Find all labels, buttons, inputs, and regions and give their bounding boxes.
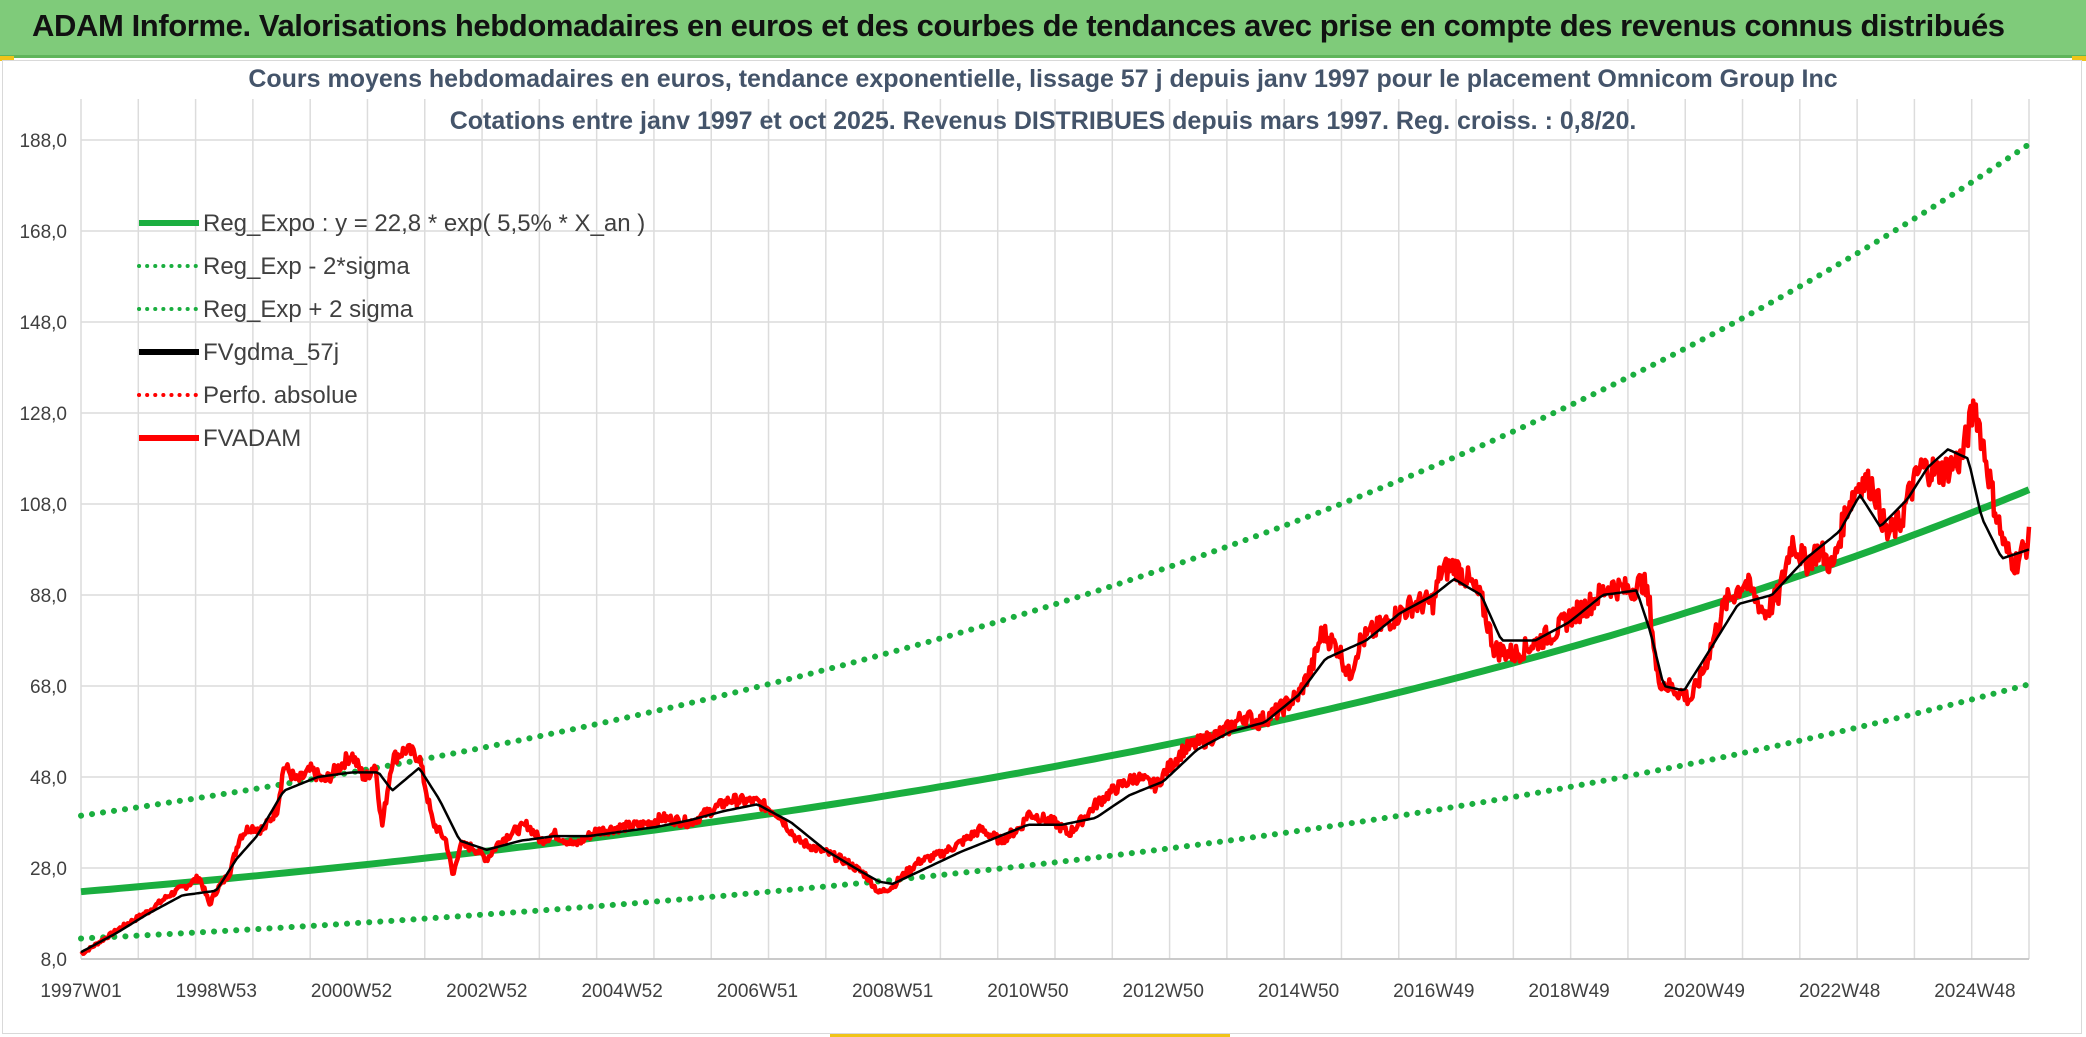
y-tick-label: 28,0 bbox=[30, 859, 67, 880]
x-tick-label: 2016W49 bbox=[1393, 981, 1474, 1002]
series-reg-plus-2sigma bbox=[78, 141, 2032, 819]
x-tick-label: 2002W52 bbox=[446, 981, 527, 1002]
x-tick-label: 1998W53 bbox=[176, 981, 257, 1002]
series-fvadam bbox=[79, 398, 2032, 957]
x-tick-label: 2012W50 bbox=[1123, 981, 1204, 1002]
legend: Reg_Expo : y = 22,8 * exp( 5,5% * X_an )… bbox=[137, 210, 645, 452]
legend-label: Reg_Exp - 2*sigma bbox=[203, 253, 410, 280]
y-tick-label: 148,0 bbox=[19, 313, 67, 334]
y-tick-label: 188,0 bbox=[19, 131, 67, 152]
y-tick-label: 8,0 bbox=[41, 950, 67, 971]
header-title: ADAM Informe. Valorisations hebdomadaire… bbox=[32, 8, 2005, 43]
series-layer bbox=[78, 141, 2032, 957]
y-tick-label: 48,0 bbox=[30, 768, 67, 789]
series-reg-minus-2sigma bbox=[78, 681, 2032, 942]
corner-mark-top-right bbox=[2072, 56, 2086, 61]
x-axis-ticks: 1997W01 1998W53 2000W52 2002W52 2004W52 2006W… bbox=[40, 981, 2015, 1002]
chart-title: Cours moyens hebdomadaires en euros, ten… bbox=[248, 65, 1837, 93]
legend-label: Reg_Expo : y = 22,8 * exp( 5,5% * X_an ) bbox=[203, 210, 645, 237]
corner-mark-bottom bbox=[830, 1033, 1230, 1037]
y-tick-label: 68,0 bbox=[30, 677, 67, 698]
y-tick-label: 128,0 bbox=[19, 404, 67, 425]
x-tick-label: 2006W51 bbox=[717, 981, 798, 1002]
y-axis-ticks: 8,0 28,0 48,0 68,0 88,0 108,0 128,0 148,0 168,0 1… bbox=[19, 131, 67, 971]
header-bar: ADAM Informe. Valorisations hebdomadaire… bbox=[0, 0, 2086, 58]
x-tick-label: 2014W50 bbox=[1258, 981, 1339, 1002]
x-tick-label: 1997W01 bbox=[40, 981, 121, 1002]
x-tick-label: 2004W52 bbox=[581, 981, 662, 1002]
y-tick-label: 88,0 bbox=[30, 586, 67, 607]
x-tick-label: 2010W50 bbox=[987, 981, 1068, 1002]
chart-svg: 8,0 28,0 48,0 68,0 88,0 108,0 128,0 148,0 168,0 1… bbox=[19, 65, 2032, 1002]
series-reg-expo bbox=[80, 486, 2031, 896]
x-tick-label: 2000W52 bbox=[311, 981, 392, 1002]
y-tick-label: 168,0 bbox=[19, 222, 67, 243]
legend-label: FVgdma_57j bbox=[203, 339, 339, 366]
legend-label: Reg_Exp + 2 sigma bbox=[203, 296, 414, 323]
series-fvgdma-57j bbox=[80, 448, 2030, 954]
x-tick-label: 2024W48 bbox=[1934, 981, 2015, 1002]
corner-mark-top-left bbox=[0, 56, 14, 61]
x-tick-label: 2018W49 bbox=[1528, 981, 1609, 1002]
x-tick-label: 2020W49 bbox=[1664, 981, 1745, 1002]
legend-label: FVADAM bbox=[203, 425, 301, 452]
chart-subtitle: Cotations entre janv 1997 et oct 2025. R… bbox=[450, 107, 1637, 135]
y-tick-label: 108,0 bbox=[19, 495, 67, 516]
legend-label: Perfo. absolue bbox=[203, 382, 358, 409]
x-tick-label: 2008W51 bbox=[852, 981, 933, 1002]
x-tick-label: 2022W48 bbox=[1799, 981, 1880, 1002]
chart-area: 8,0 28,0 48,0 68,0 88,0 108,0 128,0 148,0 168,0 1… bbox=[2, 60, 2082, 1034]
